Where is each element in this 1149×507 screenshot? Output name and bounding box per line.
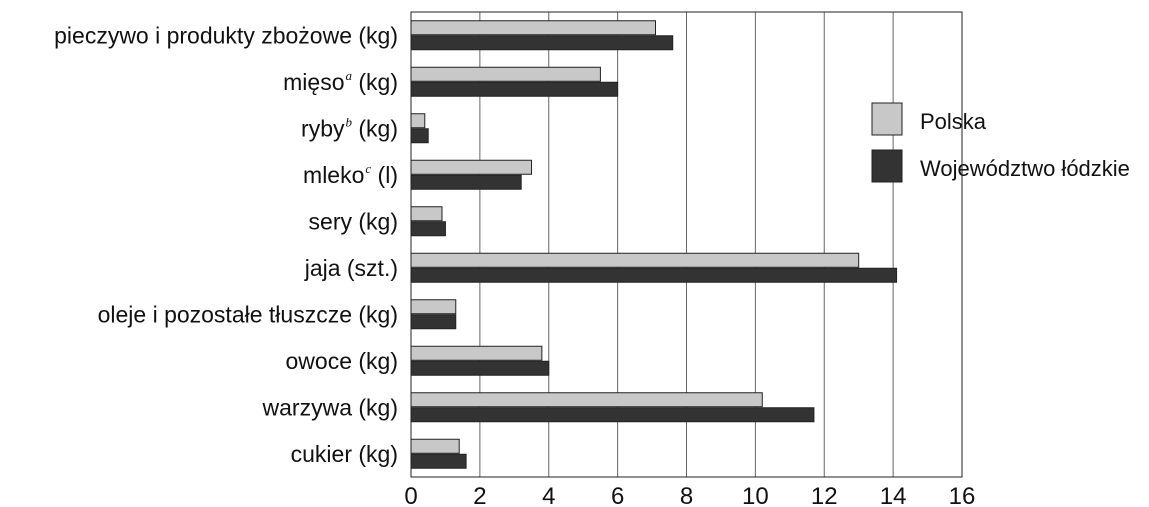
bar-wojewodztwo: [410, 360, 550, 376]
category-label-text: (kg): [352, 69, 398, 95]
x-tick-label: 0: [404, 483, 417, 507]
x-tick-label: 4: [542, 483, 555, 507]
bar-polska: [410, 206, 443, 222]
category-label: jaja (szt.): [304, 255, 398, 281]
category-label-text: (kg): [352, 115, 398, 141]
footnote-mark: a: [346, 68, 353, 83]
category-label-text: pieczywo i produkty zbożowe (kg): [54, 22, 398, 48]
category-label-text: mleko: [303, 162, 364, 188]
tick-labels: 0 2 4 6 8 10 12 14 16: [404, 483, 975, 507]
bar-polska: [410, 113, 426, 129]
plot-frame: [410, 11, 963, 478]
x-tick-label: 14: [880, 483, 907, 507]
bar-wojewodztwo: [410, 267, 898, 283]
bar-wojewodztwo: [410, 407, 815, 423]
category-label-text: owoce (kg): [286, 348, 398, 374]
bar-wojewodztwo: [410, 81, 619, 97]
x-tick-label: 6: [611, 483, 624, 507]
x-tick-label: 12: [811, 483, 838, 507]
footnote-mark: b: [346, 114, 353, 129]
category-label: sery (kg): [309, 208, 398, 234]
legend-label-polska: Polska: [920, 109, 987, 134]
bar-wojewodztwo: [410, 35, 674, 51]
bars-layer: [410, 20, 898, 469]
bar-wojewodztwo: [410, 174, 522, 190]
legend: Polska Województwo łódzkie: [871, 102, 1130, 183]
bar-polska: [410, 392, 763, 408]
bar-polska: [410, 252, 860, 268]
bar-wojewodztwo: [410, 128, 429, 144]
bar-polska: [410, 159, 533, 175]
x-tick-label: 10: [742, 483, 769, 507]
category-label: pieczywo i produkty zbożowe (kg): [54, 22, 398, 48]
category-label: warzywa (kg): [262, 394, 398, 420]
category-label-text: ryby: [301, 115, 345, 141]
bar-polska: [410, 299, 457, 315]
bar-polska: [410, 345, 543, 361]
legend-label-wojewodztwo: Województwo łódzkie: [920, 156, 1130, 181]
bar-wojewodztwo: [410, 453, 467, 469]
bar-polska: [410, 66, 601, 82]
x-tick-label: 2: [473, 483, 486, 507]
legend-swatch-wojewodztwo: [871, 149, 903, 183]
category-label: owoce (kg): [286, 348, 398, 374]
bar-polska: [410, 20, 657, 36]
x-tick-label: 16: [949, 483, 976, 507]
category-label: oleje i pozostałe tłuszcze (kg): [98, 301, 398, 327]
category-label: cukier (kg): [291, 441, 398, 467]
bar-wojewodztwo: [410, 221, 446, 237]
footnote-mark: c: [365, 161, 371, 176]
category-label-text: cukier (kg): [291, 441, 398, 467]
bar-polska: [410, 438, 460, 454]
category-label-text: warzywa (kg): [262, 394, 398, 420]
category-label-text: (l): [371, 162, 398, 188]
category-label-text: oleje i pozostałe tłuszcze (kg): [98, 301, 398, 327]
category-labels: pieczywo i produkty zbożowe (kg) mięsoa (…: [54, 22, 398, 467]
legend-swatch-polska: [871, 102, 903, 136]
category-label-text: jaja (szt.): [304, 255, 398, 281]
category-label: mlekoc (l): [303, 161, 398, 188]
category-label-text: mięso: [283, 69, 344, 95]
x-tick-label: 8: [680, 483, 693, 507]
category-label: rybyb (kg): [301, 114, 398, 141]
category-label-text: sery (kg): [309, 208, 398, 234]
category-label: mięsoa (kg): [283, 68, 398, 95]
bar-wojewodztwo: [410, 314, 457, 330]
